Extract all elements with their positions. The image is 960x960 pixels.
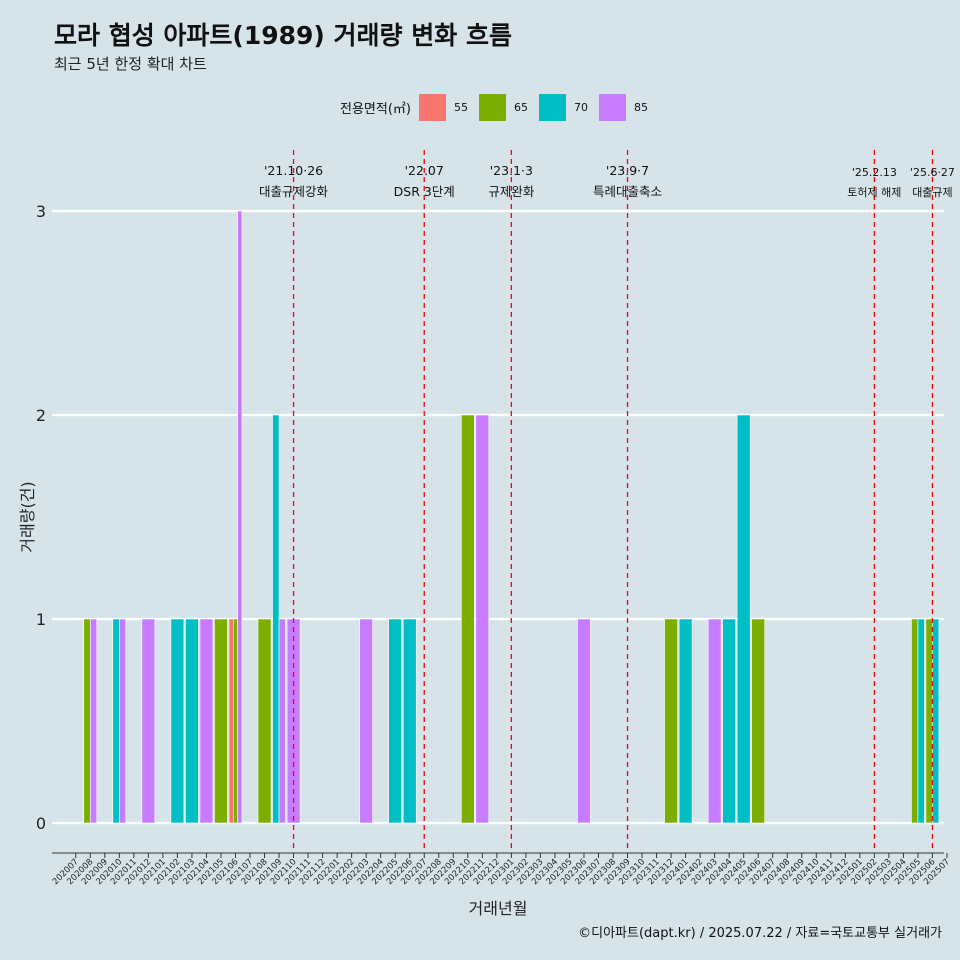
event-date-202502: '25.2.13 bbox=[852, 166, 897, 179]
bar-65-202008 bbox=[83, 618, 91, 824]
event-annotations: '21.10·26 대출규제강화 '22.07 DSR 3단계 '23.1·3 규제완화 '… bbox=[259, 163, 955, 199]
bar-65-202108 bbox=[257, 618, 272, 824]
bar-70-202404 bbox=[722, 618, 736, 824]
x-axis: 2020072020082020092020102020112020122021… bbox=[51, 852, 952, 887]
bar-70-202401 bbox=[678, 618, 693, 824]
footer-credit: ©디아파트(dapt.kr) / 2025.07.22 / 자료=국토교통부 실… bbox=[578, 926, 942, 941]
legend-label-70: 70 bbox=[573, 100, 588, 114]
legend-label-85: 85 bbox=[633, 100, 648, 114]
event-date-202309: '23.9·7 bbox=[606, 163, 649, 178]
bar-65-202505 bbox=[911, 618, 919, 824]
bar-85-202211 bbox=[475, 414, 490, 824]
y-axis: 0 1 2 3 bbox=[36, 202, 46, 833]
y-axis-label: 거래량(건) bbox=[18, 481, 37, 552]
bar-70-202103 bbox=[185, 618, 199, 824]
bar-85-202008 bbox=[89, 618, 98, 824]
bar-65-202406 bbox=[751, 618, 766, 824]
bar-70-202405 bbox=[736, 414, 751, 824]
legend: 전용면적(㎡) 55 65 70 85 bbox=[340, 93, 659, 121]
bar-70-202506 bbox=[932, 618, 940, 824]
event-label-202301: 규제완화 bbox=[488, 184, 535, 199]
y-tick-label-0: 0 bbox=[36, 814, 46, 833]
legend-label-65: 65 bbox=[513, 100, 528, 114]
bar-70-202109 bbox=[272, 414, 280, 824]
bar-65-202210 bbox=[460, 414, 475, 824]
bar-65-202506 bbox=[925, 618, 933, 824]
chart-subtitle: 최근 5년 한정 확대 차트 bbox=[54, 55, 207, 73]
y-tick-label-1: 1 bbox=[36, 610, 46, 629]
event-label-202309: 특례대출축소 bbox=[593, 184, 662, 199]
bar-85-202403 bbox=[707, 618, 722, 824]
event-date-202207: '22.07 bbox=[405, 163, 444, 178]
y-tick-label-3: 3 bbox=[36, 202, 46, 221]
bar-65-202106 bbox=[233, 618, 238, 824]
bar-70-202505 bbox=[917, 618, 925, 824]
event-date-202506: '25.6·27 bbox=[910, 166, 955, 179]
y-tick-label-2: 2 bbox=[36, 406, 46, 425]
bar-70-202206 bbox=[402, 618, 417, 824]
bar-55-202106 bbox=[228, 618, 234, 824]
legend-swatch-55 bbox=[418, 93, 446, 121]
bar-65-202105 bbox=[214, 618, 228, 824]
event-date-202110: '21.10·26 bbox=[264, 163, 323, 178]
event-label-202207: DSR 3단계 bbox=[394, 184, 455, 199]
event-label-202110: 대출규제강화 bbox=[259, 184, 329, 199]
legend-label-55: 55 bbox=[453, 100, 468, 114]
event-label-202502: 토허제 해제 bbox=[847, 185, 901, 199]
bar-85-202306 bbox=[577, 618, 591, 824]
legend-item-85: 85 bbox=[598, 93, 652, 121]
bars bbox=[83, 210, 940, 824]
legend-swatch-85 bbox=[598, 93, 626, 121]
bar-85-202109 bbox=[278, 618, 286, 824]
x-axis-label: 거래년월 bbox=[469, 899, 528, 918]
bar-85-202012 bbox=[141, 618, 156, 824]
bar-70-202010 bbox=[112, 618, 120, 824]
bar-70-202205 bbox=[388, 618, 403, 824]
chart-title: 모라 협성 아파트(1989) 거래량 변화 흐름 bbox=[54, 21, 512, 50]
bar-70-202102 bbox=[170, 618, 185, 824]
bar-85-202106 bbox=[237, 210, 243, 824]
bar-85-202010 bbox=[119, 618, 127, 824]
legend-swatch-65 bbox=[478, 93, 506, 121]
bar-85-202104 bbox=[199, 618, 214, 824]
legend-item-55: 55 bbox=[418, 93, 472, 121]
legend-item-65: 65 bbox=[478, 93, 532, 121]
bar-65-202312 bbox=[664, 618, 678, 824]
event-label-202506: 대출규제 bbox=[912, 186, 952, 199]
event-date-202301: '23.1·3 bbox=[490, 163, 533, 178]
legend-item-70: 70 bbox=[538, 93, 592, 121]
bar-85-202203 bbox=[359, 618, 373, 824]
legend-swatch-70 bbox=[538, 93, 566, 121]
legend-title: 전용면적(㎡) bbox=[340, 101, 411, 117]
